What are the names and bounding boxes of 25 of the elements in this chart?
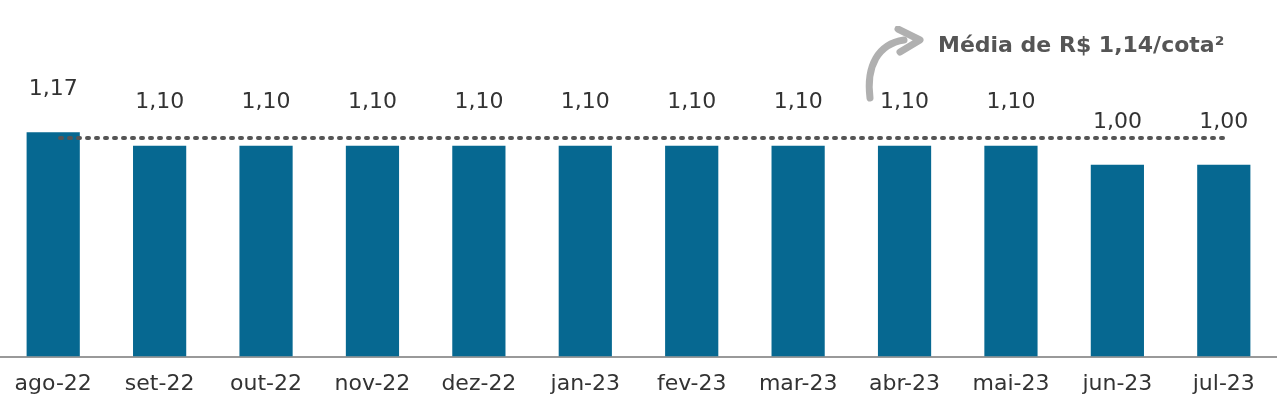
x-tick-label: nov-22 xyxy=(334,369,411,395)
data-label: 1,10 xyxy=(667,88,717,114)
x-tick-label: fev-23 xyxy=(656,369,727,395)
ref-line-label: Média de R$ 1,14/cota² xyxy=(938,31,1225,57)
data-label: 1,17 xyxy=(28,74,78,100)
x-tick-label: abr-23 xyxy=(869,369,941,395)
x-tick-label: mai-23 xyxy=(972,369,1050,395)
x-tick-label: jul-23 xyxy=(1191,369,1255,395)
data-label: 1,10 xyxy=(135,88,185,114)
x-tick-label: jun-23 xyxy=(1081,369,1153,395)
data-label: 1,10 xyxy=(773,88,823,114)
data-label: 1,10 xyxy=(454,88,504,114)
x-tick-label: ago-22 xyxy=(14,369,92,395)
data-label: 1,00 xyxy=(1092,107,1142,133)
data-label: 1,00 xyxy=(1199,107,1249,133)
x-tick-label: dez-22 xyxy=(441,369,517,395)
data-label: 1,10 xyxy=(347,88,397,114)
data-label: 1,10 xyxy=(560,88,610,114)
x-tick-label: set-22 xyxy=(124,369,195,395)
data-label: 1,10 xyxy=(880,88,930,114)
x-tick-label: out-22 xyxy=(230,369,303,395)
data-label: 1,10 xyxy=(241,88,291,114)
data-label: 1,10 xyxy=(986,88,1036,114)
x-tick-label: jan-23 xyxy=(549,369,621,395)
x-tick-label: mar-23 xyxy=(758,369,838,395)
